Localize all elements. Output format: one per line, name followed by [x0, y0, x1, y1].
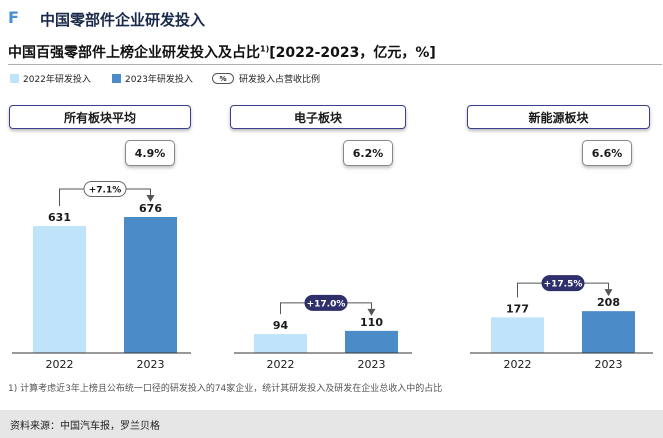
bar-new-energy-2023	[582, 311, 635, 353]
section-title: 中国零部件企业研发投入	[40, 11, 206, 29]
category-label-new-energy-2022: 2022	[504, 358, 532, 371]
title-divider	[8, 64, 662, 65]
legend-label-share: 研发投入占营收比例	[239, 75, 321, 85]
value-label-new-energy-2023: 208	[597, 296, 620, 309]
growth-label-electronics: +17.0%	[307, 299, 346, 309]
subtitle-main: 中国百强零部件上榜企业研发投入及占比	[8, 45, 260, 61]
bar-new-energy-2022	[491, 317, 544, 353]
value-label-new-energy-2022: 177	[506, 302, 529, 315]
subtitle-footnote-marker: 1)	[260, 44, 270, 54]
category-label-all-2022: 2022	[46, 358, 74, 371]
value-label-all-2023: 676	[139, 202, 162, 215]
legend-item-2022: 2022年研发投入	[10, 72, 91, 85]
legend-label-2022: 2022年研发投入	[23, 75, 91, 85]
chart-subtitle: 中国百强零部件上榜企业研发投入及占比1)[2022-2023，亿元，%]	[8, 42, 436, 62]
category-label-electronics-2022: 2022	[267, 358, 295, 371]
section-letter: F	[8, 8, 19, 27]
bar-electronics-2022	[254, 334, 307, 353]
category-label-new-energy-2023: 2023	[595, 358, 623, 371]
legend-item-2023: 2023年研发投入	[112, 72, 193, 85]
growth-pill-all	[83, 181, 127, 197]
share-badge-all: 4.9%	[125, 140, 175, 166]
value-label-electronics-2022: 94	[273, 319, 289, 332]
panel-header-new-energy: 新能源板块	[467, 105, 650, 129]
value-label-all-2022: 631	[48, 211, 71, 224]
panel-header-all: 所有板块平均	[9, 105, 191, 129]
category-label-electronics-2023: 2023	[358, 358, 386, 371]
legend-item-share: % 研发投入占营收比例	[212, 72, 320, 85]
panel-header-electronics: 电子板块	[230, 105, 406, 129]
growth-arrowhead-all	[146, 195, 155, 202]
legend-swatch-2022	[10, 74, 19, 83]
share-badge-electronics: 6.2%	[343, 140, 393, 166]
source-text: 资料来源：中国汽车报，罗兰贝格	[10, 420, 160, 432]
growth-pill-new-energy	[541, 275, 585, 292]
bar-all-2023	[124, 217, 177, 353]
bar-all-2022	[33, 226, 86, 353]
value-label-electronics-2023: 110	[360, 316, 383, 329]
growth-arrowhead-electronics	[367, 308, 376, 316]
source-bar: 资料来源：中国汽车报，罗兰贝格	[0, 410, 663, 438]
legend-label-2023: 2023年研发投入	[125, 75, 193, 85]
growth-arrowhead-new-energy	[604, 289, 613, 297]
legend-swatch-2023	[112, 74, 121, 83]
growth-pill-electronics	[304, 294, 348, 311]
growth-label-new-energy: +17.5%	[544, 280, 583, 290]
subtitle-units: [2022-2023，亿元，%]	[269, 45, 436, 61]
bar-electronics-2023	[345, 330, 398, 353]
share-badge-new-energy: 6.6%	[582, 140, 632, 166]
footnote: 1) 计算考虑近3年上榜且公布统一口径的研发投入的74家企业，统计其研发投入及研…	[8, 384, 443, 394]
growth-label-all: +7.1%	[89, 186, 122, 196]
legend-share-symbol: %	[212, 73, 234, 84]
category-label-all-2023: 2023	[137, 358, 165, 371]
